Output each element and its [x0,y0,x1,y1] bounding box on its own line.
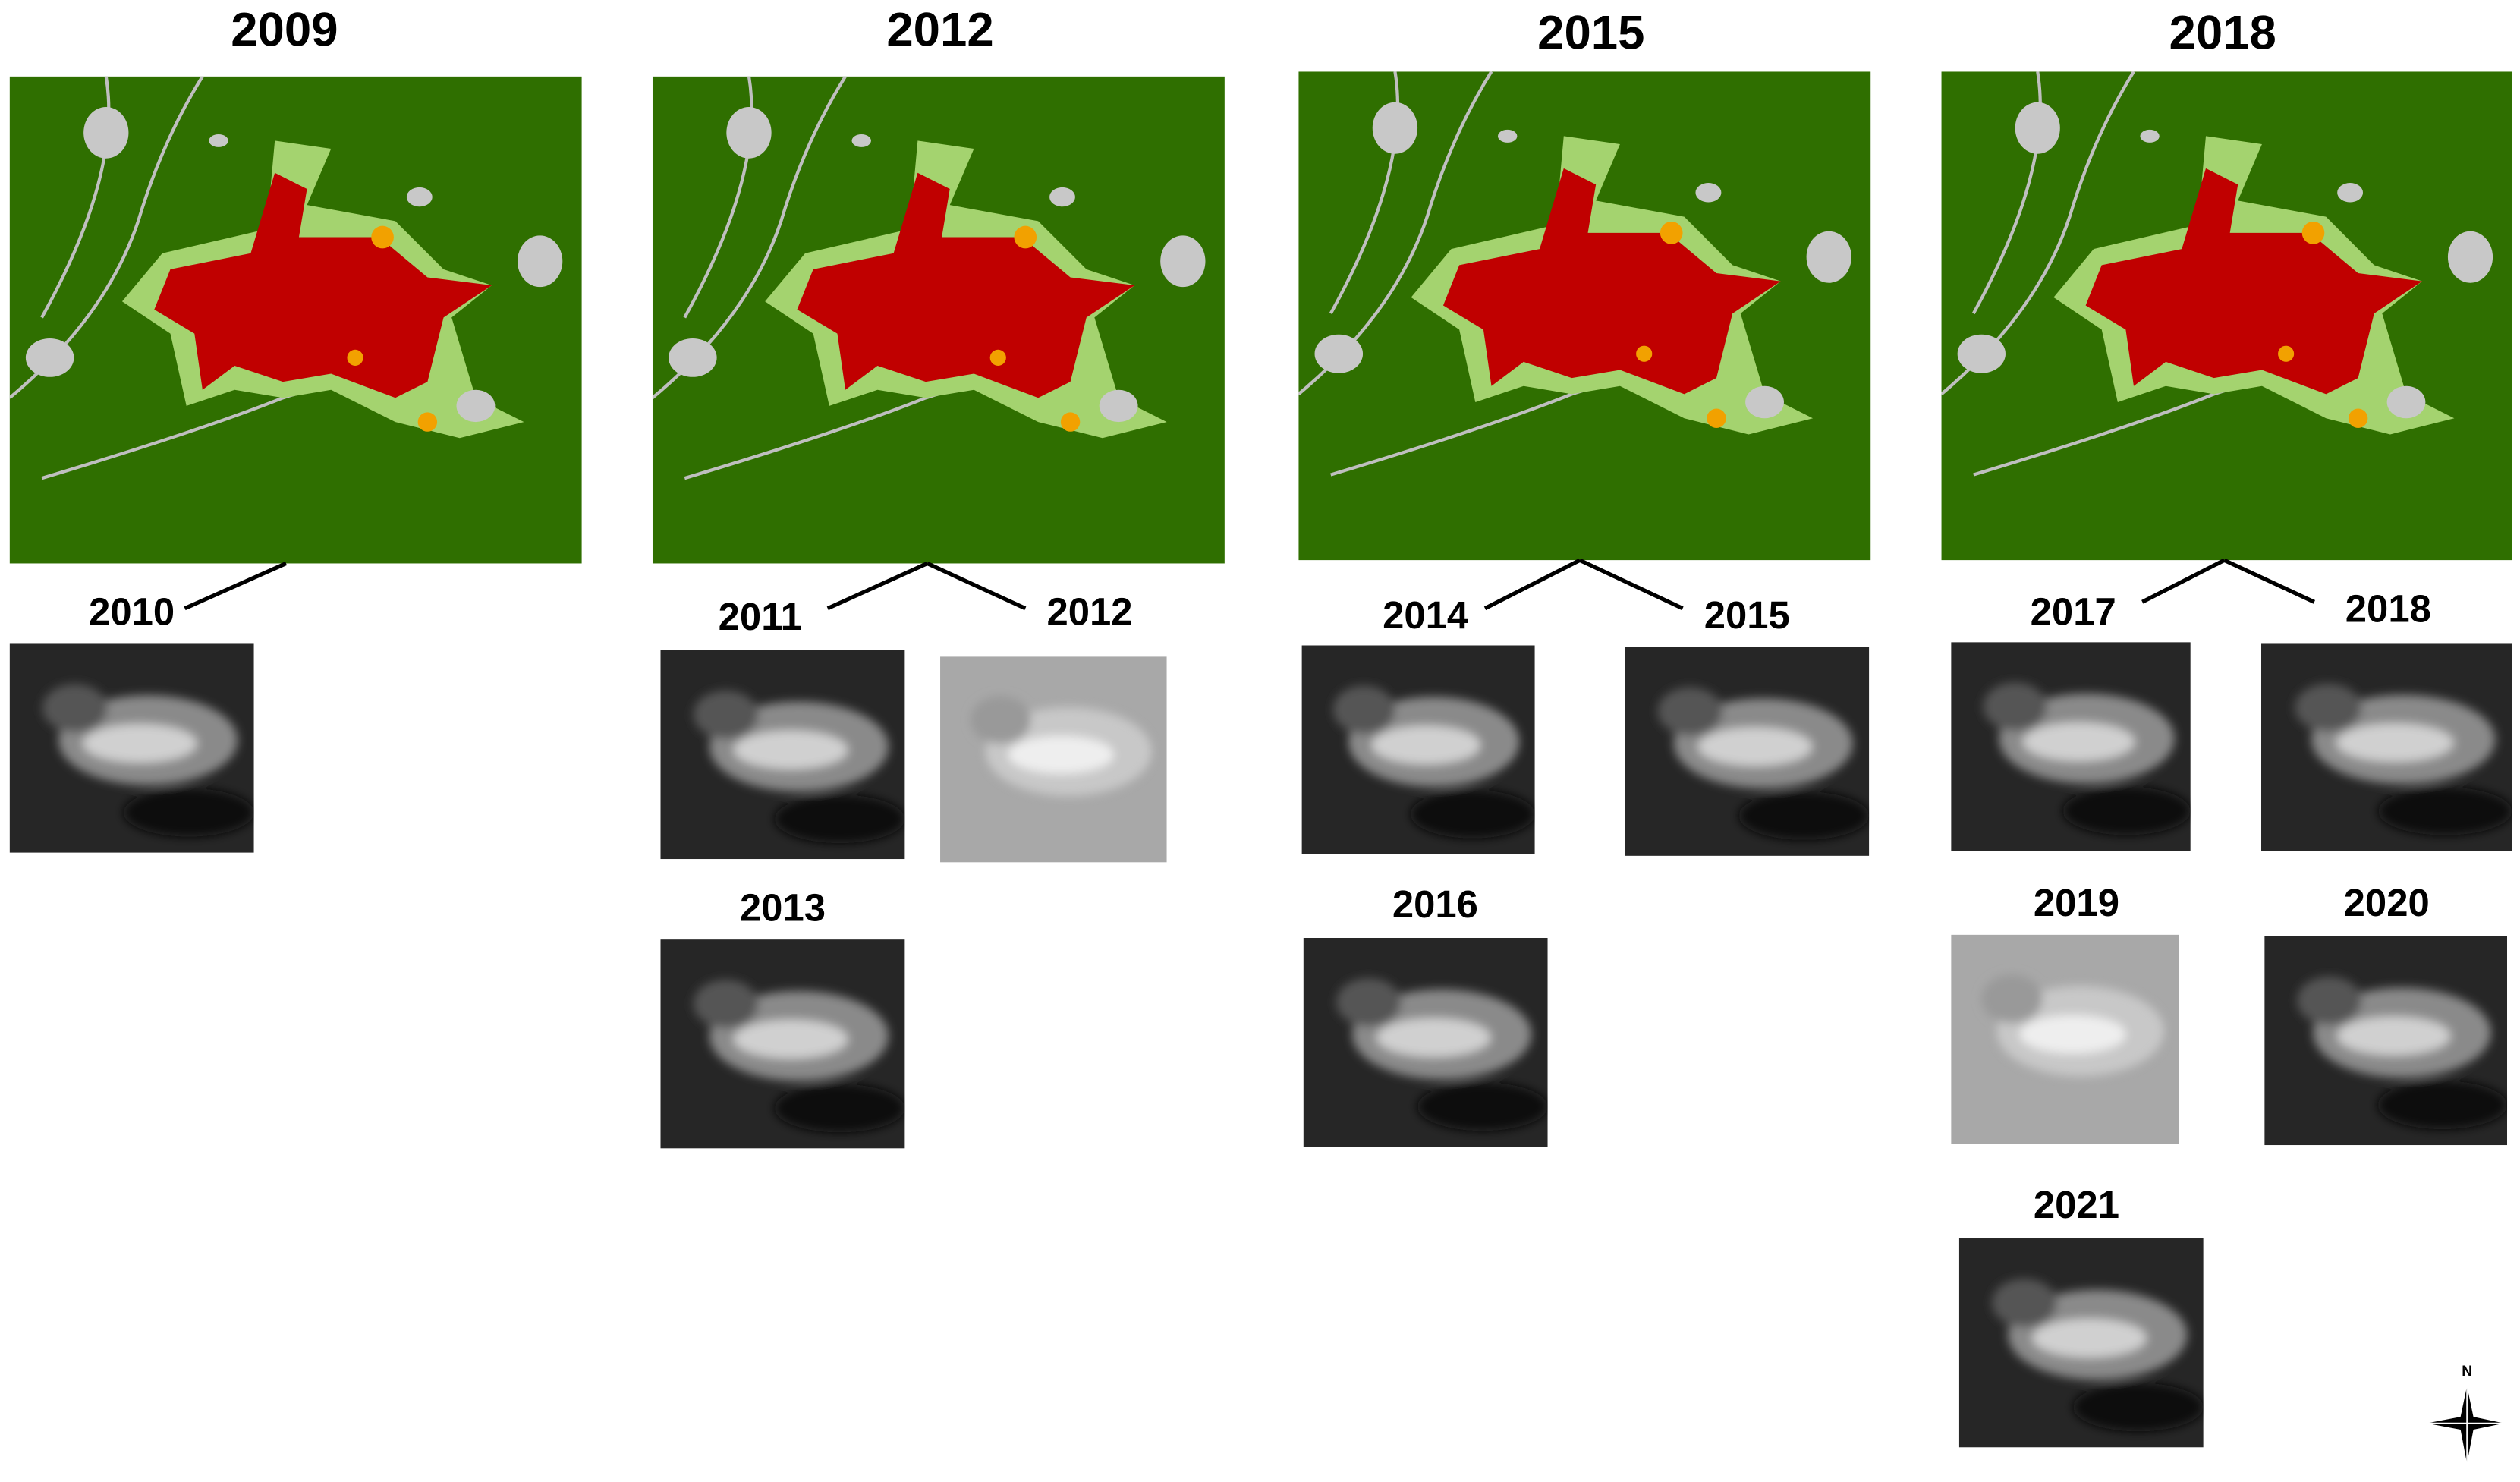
column-title: 2015 [1537,6,1644,60]
land-cover-map [1942,71,2512,560]
image-year-label: 2016 [1392,883,1478,926]
satellite-image [660,650,904,859]
connector [826,562,929,611]
column-title: 2018 [2169,6,2276,60]
image-year-label: 2020 [2344,881,2430,924]
connectors [184,558,2316,611]
satellite-image [2264,936,2507,1145]
satellite-image [1302,645,1535,854]
satellite-image [940,656,1167,862]
satellite-image [1625,647,1869,856]
image-year-label: 2011 [719,595,802,638]
image-year-label: 2019 [2034,881,2119,924]
satellite-image [1951,642,2191,851]
image-year-label: 2015 [1704,593,1790,637]
land-cover-map [1298,71,1870,560]
column-title: 2012 [886,2,993,56]
compass-line [2427,1386,2504,1464]
image-year-label: 2017 [2031,590,2116,634]
image-year-label: 2010 [89,590,175,634]
satellite-image [660,939,904,1148]
satellite-image [2261,643,2512,851]
satellite-image [1304,938,1548,1147]
satellite-image [10,643,254,852]
connector [1483,558,1581,611]
connector [184,562,288,611]
image-year-label: 2013 [740,886,826,929]
image-year-label: 2012 [1046,590,1132,634]
satellite-image [1959,1238,2204,1447]
satellite-image [1951,935,2179,1144]
compass-label: N [2462,1364,2472,1380]
image-year-label: 2014 [1383,593,1468,637]
connector [926,562,1027,611]
land-cover-map [653,77,1225,564]
image-year-label: 2021 [2034,1183,2119,1226]
land-cover-map [10,77,582,564]
image-year-label: 2018 [2345,587,2431,630]
column-title: 2009 [231,2,338,56]
connector [2141,558,2226,604]
compass [2427,1386,2504,1464]
connector [1578,558,1684,611]
compass-rose [2427,1386,2504,1464]
maps [10,71,2512,563]
connector [2223,558,2316,604]
